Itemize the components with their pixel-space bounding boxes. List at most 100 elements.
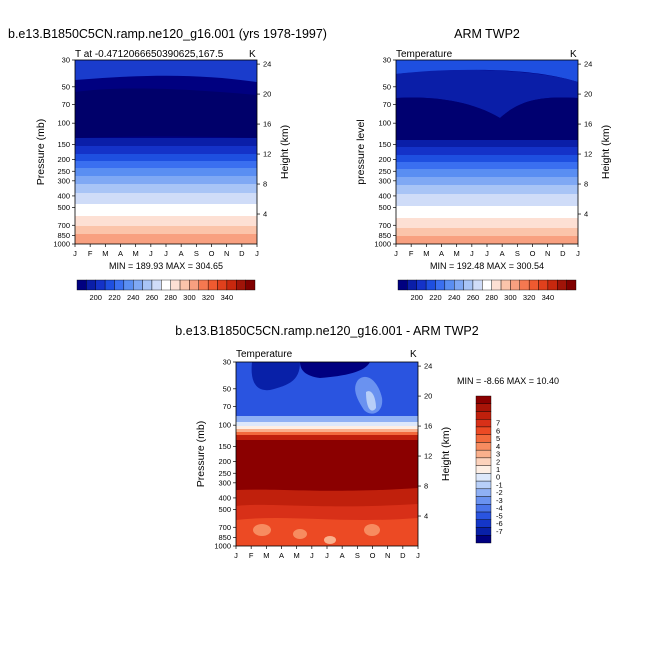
colorbar-label: 260 xyxy=(467,293,480,302)
panel-model-axes: J F M A M J J A S O N D J305070100150200250300400500… xyxy=(53,56,271,259)
panel-diff: b.e13.B1850C5CN.ramp.ne120_g16.001 - ARM… xyxy=(175,324,559,560)
panel-model-band-3 xyxy=(75,154,257,161)
y-right-tick-label: 12 xyxy=(584,150,592,159)
colorbar-swatch xyxy=(528,279,539,291)
panel-model-band-6 xyxy=(75,176,257,184)
panel-obs-band-4 xyxy=(396,162,578,169)
colorbar-swatch xyxy=(510,279,520,291)
x-tick-label: O xyxy=(530,249,536,258)
colorbar-swatch xyxy=(475,411,492,420)
panel-model-band-11 xyxy=(75,226,257,234)
y-tick-label: 50 xyxy=(383,82,391,91)
colorbar-swatch xyxy=(114,279,125,291)
panel-obs-band-6 xyxy=(396,177,578,185)
x-tick-label: A xyxy=(179,249,184,258)
colorbar-swatch xyxy=(76,279,87,291)
colorbar-label: -5 xyxy=(496,511,503,520)
colorbar-swatch xyxy=(198,279,209,291)
panel-obs-band-11 xyxy=(396,228,578,236)
panel-model-subtitle: T at -0.4712066650390625,167.5 xyxy=(75,49,224,60)
colorbar-label: 320 xyxy=(523,293,536,302)
x-tick-label: J xyxy=(310,551,314,560)
y-right-tick-label: 12 xyxy=(263,150,271,159)
colorbar-swatch xyxy=(236,279,246,291)
colorbar-label: 280 xyxy=(164,293,177,302)
x-tick-label: D xyxy=(239,249,245,258)
colorbar-swatch xyxy=(566,279,577,291)
x-tick-label: A xyxy=(118,249,123,258)
colorbar-label: 220 xyxy=(429,293,442,302)
y-tick-label: 100 xyxy=(57,119,70,128)
x-tick-label: J xyxy=(255,249,259,258)
panel-model: b.e13.B1850C5CN.ramp.ne120_g16.001 (yrs … xyxy=(8,27,327,302)
colorbar-label: -4 xyxy=(496,504,503,513)
colorbar-label: -3 xyxy=(496,496,503,505)
colorbar-label: -1 xyxy=(496,480,503,489)
colorbar-swatch xyxy=(245,279,256,291)
x-tick-label: O xyxy=(370,551,376,560)
y-tick-label: 850 xyxy=(218,533,231,542)
colorbar-swatch xyxy=(475,527,492,536)
y-tick-label: 70 xyxy=(383,100,391,109)
y-tick-label: 700 xyxy=(378,221,391,230)
y-tick-label: 400 xyxy=(57,191,70,200)
x-tick-label: O xyxy=(209,249,215,258)
x-tick-label: A xyxy=(500,249,505,258)
y-tick-label: 500 xyxy=(378,203,391,212)
colorbar-swatch xyxy=(475,488,492,497)
panel-model-ylabel-right: Height (km) xyxy=(279,125,291,179)
colorbar-label: 220 xyxy=(108,293,121,302)
colorbar-swatch xyxy=(475,434,492,443)
colorbar-swatch xyxy=(454,279,464,291)
panel-model-stats: MIN = 189.93 MAX = 304.65 xyxy=(109,261,223,271)
colorbar-swatch xyxy=(151,279,162,291)
colorbar-swatch xyxy=(142,279,153,291)
colorbar-swatch xyxy=(104,279,115,291)
colorbar-label: 1 xyxy=(496,465,500,474)
colorbar-swatch xyxy=(475,504,492,513)
y-tick-label: 200 xyxy=(378,155,391,164)
colorbar-swatch xyxy=(475,403,492,412)
y-tick-label: 250 xyxy=(218,469,231,478)
panel-diff-units: K xyxy=(410,349,417,360)
panel-diff-plot-area xyxy=(235,361,419,547)
y-tick-label: 200 xyxy=(57,155,70,164)
colorbar-label: 320 xyxy=(202,293,215,302)
panel-model-ylabel: Pressure (mb) xyxy=(35,119,47,186)
y-tick-label: 70 xyxy=(62,100,70,109)
colorbar-swatch xyxy=(170,279,181,291)
y-tick-label: 150 xyxy=(57,140,70,149)
y-tick-label: 150 xyxy=(378,140,391,149)
colorbar-swatch xyxy=(475,419,492,428)
x-tick-label: F xyxy=(249,551,254,560)
colorbar-swatch xyxy=(547,279,558,291)
panel-model-band-7 xyxy=(75,184,257,193)
x-tick-label: J xyxy=(394,249,398,258)
colorbar-label: 240 xyxy=(127,293,140,302)
panel-obs-band-5 xyxy=(396,169,578,177)
colorbar-swatch xyxy=(475,465,492,474)
colorbar-swatch xyxy=(475,535,492,544)
y-tick-label: 250 xyxy=(378,167,391,176)
panel-obs-contour-coldcore xyxy=(396,97,578,140)
x-tick-label: M xyxy=(263,551,269,560)
y-tick-label: 30 xyxy=(383,56,391,65)
x-tick-label: N xyxy=(224,249,229,258)
colorbar-swatch xyxy=(500,279,511,291)
x-tick-label: M xyxy=(102,249,108,258)
colorbar-swatch xyxy=(519,279,530,291)
panel-obs: ARM TWP2 Temperature K J F M A M J J A S O N D J3050… xyxy=(355,27,612,302)
colorbar-label: 300 xyxy=(183,293,196,302)
panel-diff-contour-spot-b xyxy=(293,529,307,539)
panel-model-band-9 xyxy=(75,204,257,216)
y-right-tick-label: 4 xyxy=(263,210,267,219)
colorbar-label: -7 xyxy=(496,527,503,536)
x-tick-label: S xyxy=(355,551,360,560)
panel-obs-title: ARM TWP2 xyxy=(454,27,520,41)
panel-model-band-12 xyxy=(75,234,257,244)
panel-obs-subtitle: Temperature xyxy=(396,49,453,60)
panel-diff-contour-spot-a xyxy=(253,524,271,536)
x-tick-label: J xyxy=(416,551,420,560)
y-right-tick-label: 20 xyxy=(424,392,432,401)
y-tick-label: 300 xyxy=(218,478,231,487)
